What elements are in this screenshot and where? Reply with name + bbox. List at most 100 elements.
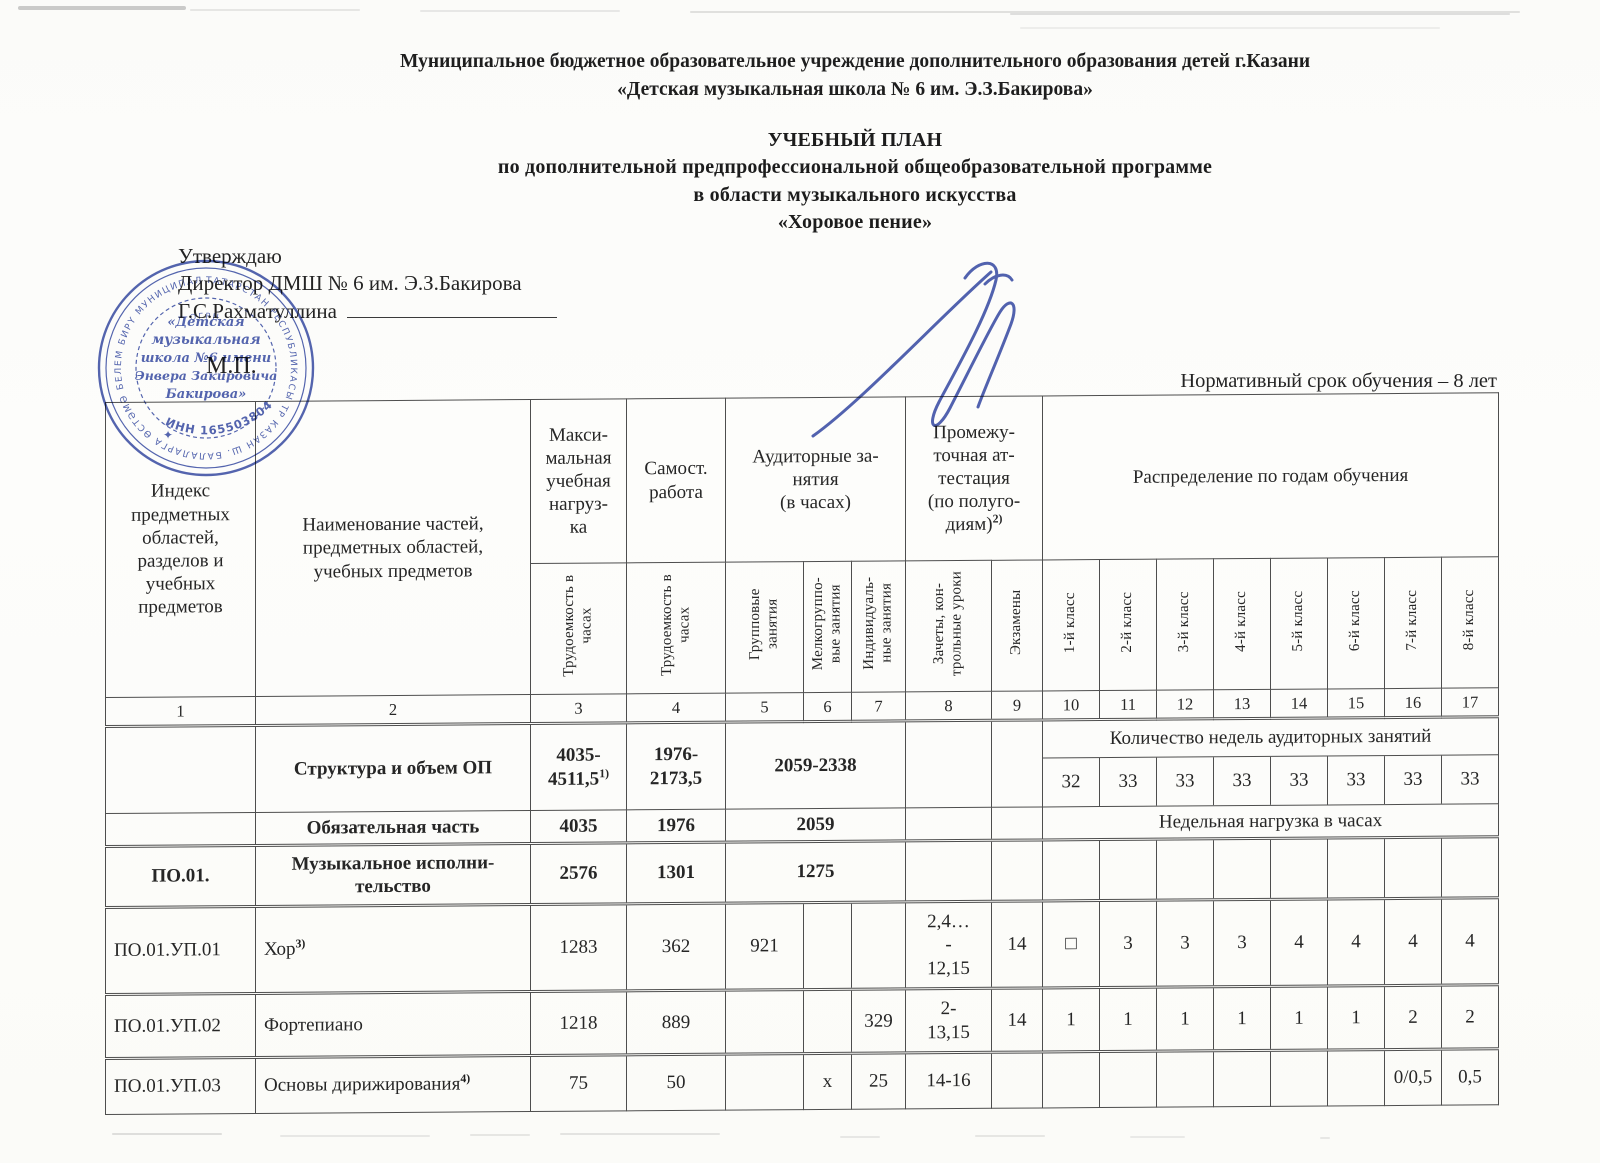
- document-title-block: УЧЕБНЫЙ ПЛАН по дополнительной предпрофе…: [110, 127, 1600, 237]
- col-num: 12: [1156, 689, 1214, 720]
- weeks-value: 32: [1061, 771, 1081, 793]
- title-line3: в области музыкального искусства: [693, 183, 1017, 206]
- po01-exams: [991, 839, 1043, 902]
- col-num: 8: [905, 691, 992, 721]
- header-workload-max: Трудоемкость в часах: [530, 562, 627, 695]
- up02-exams: 14: [991, 987, 1043, 1053]
- row-up02-piano: ПО.01.УП.02 Фортепиано 1218 889 329 2- 1…: [105, 984, 1499, 1059]
- up02-class-3: 1: [1156, 986, 1214, 1052]
- approval-signer-name: Г.С.Рахматуллина: [178, 298, 337, 323]
- up03-class-4: [1213, 1050, 1271, 1107]
- stamp-center-line: Бакирова»: [165, 387, 247, 402]
- up01-group: 921: [725, 902, 804, 991]
- required-exams: [991, 806, 1043, 841]
- scan-artifact: [280, 1135, 430, 1137]
- up01-class-7: 4: [1384, 898, 1442, 986]
- org-name-line1: Муниципальное бюджетное образовательное …: [399, 51, 1311, 72]
- header-distribution: Распределение по годам обучения: [1042, 392, 1499, 560]
- up02-self: 889: [626, 990, 726, 1055]
- header-smallgroup-lessons: Мелкогруппо- вые занятия: [803, 561, 852, 693]
- up02-individual: 329: [851, 988, 906, 1054]
- up01-name: Хор3): [255, 904, 531, 994]
- up02-group: [725, 989, 804, 1055]
- up03-exams: [991, 1051, 1043, 1109]
- document-header: Муниципальное бюджетное образовательное …: [110, 48, 1600, 237]
- col-num: 9: [991, 690, 1043, 721]
- col-num: 1: [105, 696, 256, 727]
- po01-class-cell: [1384, 837, 1442, 899]
- up03-self: 50: [626, 1054, 726, 1111]
- up02-class-1: 1: [1042, 987, 1100, 1052]
- weeks-value: 33: [1270, 756, 1328, 805]
- header-self-work: Самост. работа: [626, 398, 726, 563]
- structure-name: Структура и объем ОП: [255, 723, 531, 813]
- up01-self: 362: [626, 903, 726, 991]
- up03-class-5: [1270, 1049, 1328, 1107]
- required-max: 4035: [530, 809, 627, 844]
- up03-group: [725, 1053, 804, 1111]
- header-group-lessons: Групповые занятия: [725, 561, 804, 694]
- up03-tests: 14-16: [905, 1052, 992, 1109]
- up03-class-7: 0/0,5: [1384, 1049, 1442, 1106]
- up03-name: Основы дирижирования4): [255, 1055, 531, 1114]
- up03-small: х: [803, 1053, 852, 1110]
- col-num: 10: [1042, 690, 1100, 720]
- scan-artifact: [840, 1136, 880, 1138]
- up02-class-4: 1: [1213, 986, 1271, 1051]
- title-line4: «Хоровое пение»: [777, 211, 933, 234]
- stamp-ogrn-text: ОГРН: [189, 311, 221, 322]
- up03-individual: 25: [851, 1052, 906, 1110]
- required-right-label: Недельная нагрузка в часах: [1042, 803, 1499, 840]
- up03-class-6: [1327, 1049, 1385, 1106]
- structure-tests: [905, 720, 992, 808]
- scan-artifact: [420, 10, 620, 12]
- up01-exams: 14: [991, 900, 1043, 989]
- col-num: 3: [530, 693, 627, 724]
- curriculum-table: Индекс предметных областей, разделов и у…: [105, 392, 1499, 1115]
- stamp-center-line: Энвера Закировича: [135, 368, 277, 383]
- approval-line2: Директор ДМШ № 6 им. Э.З.Бакирова: [178, 271, 522, 296]
- up02-class-5: 1: [1270, 985, 1328, 1051]
- po01-tests: [905, 840, 992, 902]
- scan-artifact: [1020, 27, 1440, 29]
- curriculum-table-wrap: Индекс предметных областей, разделов и у…: [105, 392, 1499, 1115]
- col-num: 6: [803, 692, 852, 722]
- row-structure: Структура и объем ОП 4035- 4511,51) 1976…: [105, 716, 1499, 814]
- po01-class-cell: [1156, 838, 1214, 901]
- up02-index: ПО.01.УП.02: [105, 993, 256, 1059]
- required-tests: [905, 807, 992, 841]
- structure-index: [105, 725, 256, 814]
- stamp-star-icon: ✦: [163, 428, 173, 442]
- po01-auditory: 1275: [725, 840, 906, 904]
- up02-class-8: 2: [1441, 984, 1499, 1050]
- row-po01: ПО.01. Музыкальное исполни- тельство 257…: [105, 836, 1499, 908]
- structure-self: 1976- 2173,5: [626, 722, 726, 810]
- up03-index: ПО.01.УП.03: [105, 1057, 256, 1115]
- scan-artifact: [560, 1133, 720, 1135]
- up01-class-5: 4: [1270, 898, 1328, 987]
- weeks-value: 33: [1099, 757, 1157, 807]
- up01-class-8: 4: [1441, 897, 1499, 986]
- up01-class-3: 3: [1156, 899, 1214, 988]
- header-class-1: 1-й класс: [1042, 559, 1100, 691]
- up03-class-8: 0,5: [1441, 1048, 1499, 1106]
- signature-underline: [346, 299, 557, 318]
- up03-class-1: [1042, 1051, 1100, 1108]
- structure-weeks-cell: Количество недель аудиторных занятий 32 …: [1042, 716, 1499, 807]
- scan-artifact: [1320, 1137, 1330, 1139]
- scan-artifact: [18, 6, 186, 10]
- row-up01-choir: ПО.01.УП.01 Хор3) 1283 362 921 2,4… - 12…: [105, 897, 1499, 995]
- up01-individual: [851, 901, 906, 990]
- up01-small: [803, 902, 852, 990]
- up02-name: Фортепиано: [255, 991, 531, 1058]
- structure-max: 4035- 4511,51): [530, 722, 627, 811]
- up03-class-2: [1099, 1051, 1157, 1108]
- approval-block: Утверждаю Директор ДМШ № 6 им. Э.З.Бакир…: [178, 243, 557, 379]
- col-num: 11: [1099, 690, 1157, 720]
- official-stamp: ТАТАРСТАН РЕСПУБЛИКАСЫ ТР КАЗАН Ш. БАЛАЛ…: [88, 250, 315, 477]
- up01-index: ПО.01.УП.01: [105, 906, 256, 995]
- weeks-value: 33: [1384, 755, 1442, 805]
- header-class-8: 8-й класс: [1441, 556, 1499, 689]
- scan-artifact: [690, 11, 1520, 13]
